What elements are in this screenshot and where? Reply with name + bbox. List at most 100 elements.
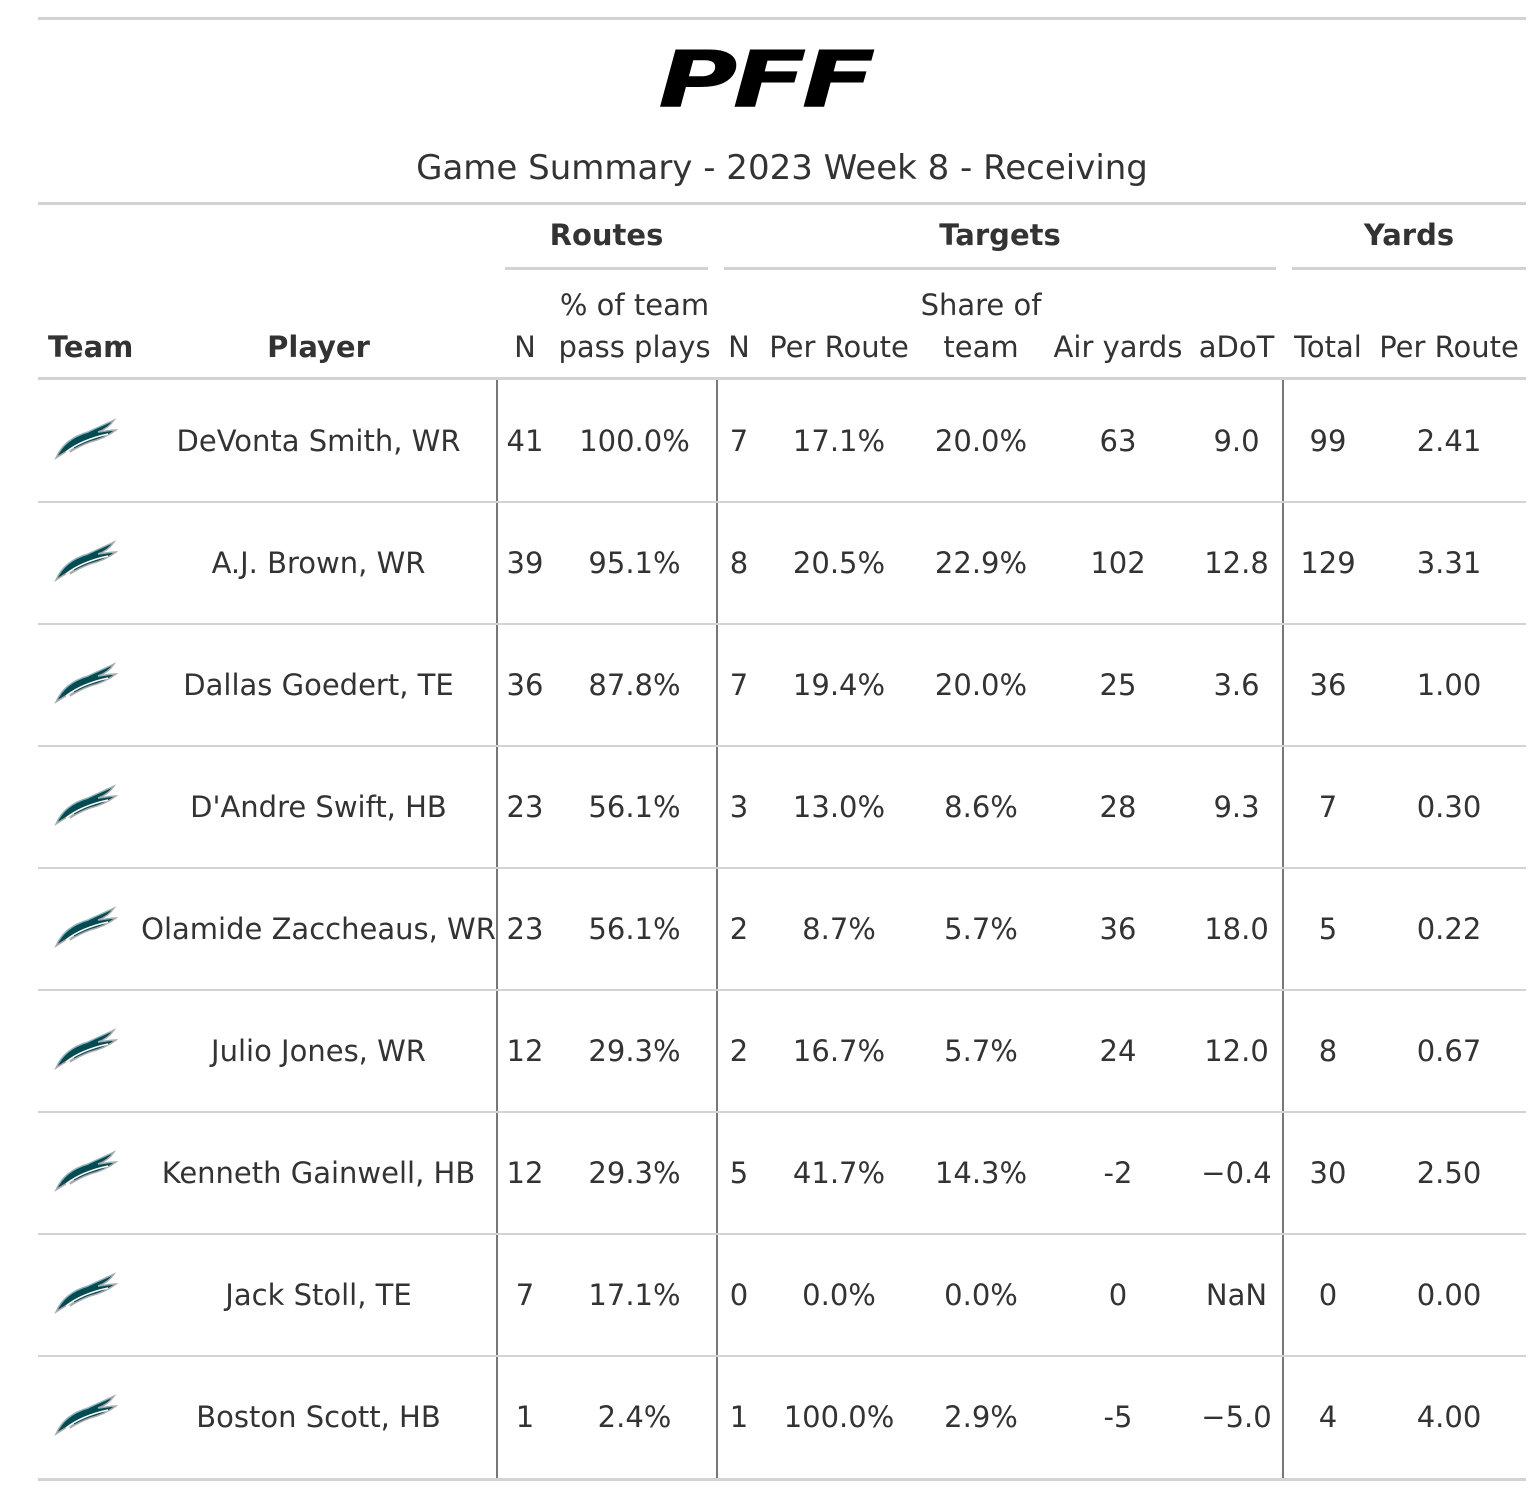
- stat-cell: 4.00: [1416, 1400, 1482, 1434]
- player-name: DeVonta Smith, WR: [176, 424, 461, 458]
- stat-cell: 0.30: [1416, 790, 1482, 824]
- stat-cell: 0.00: [1416, 1278, 1482, 1312]
- stat-cell: 8.6%: [944, 790, 1018, 824]
- stat-cell: −5.0: [1201, 1400, 1272, 1434]
- stat-cell: 22.9%: [934, 546, 1028, 580]
- stat-cell: 14.3%: [934, 1156, 1028, 1190]
- row-rule: [38, 1355, 1526, 1357]
- stat-cell: 2: [729, 912, 749, 946]
- stat-cell: 7: [729, 424, 749, 458]
- stat-cell: 1.00: [1416, 668, 1482, 702]
- spanner-label: Routes: [549, 218, 664, 252]
- divider: [716, 380, 718, 1478]
- player-name: D'Andre Swift, HB: [190, 790, 447, 824]
- stat-cell: 4: [1318, 1400, 1338, 1434]
- title-border: [38, 202, 1526, 205]
- stat-cell: 20.0%: [934, 424, 1028, 458]
- team-logo: [50, 990, 120, 1110]
- logo: PFF: [657, 36, 876, 126]
- row-rule: [38, 501, 1526, 503]
- row-rule: [38, 623, 1526, 625]
- stat-cell: 3.6: [1213, 668, 1260, 702]
- stat-cell: 5.7%: [944, 912, 1018, 946]
- row-rule: [38, 1233, 1526, 1235]
- stat-cell: 16.7%: [792, 1034, 886, 1068]
- stat-cell: NaN: [1205, 1278, 1268, 1312]
- stat-cell: 9.3: [1213, 790, 1260, 824]
- stat-cell: 36: [1099, 912, 1137, 946]
- stat-cell: 0.0%: [802, 1278, 876, 1312]
- player-name: Olamide Zaccheaus, WR: [141, 912, 496, 946]
- stat-cell: 5.7%: [944, 1034, 1018, 1068]
- column-label: % of team pass plays: [558, 288, 711, 364]
- stat-cell: 8.7%: [802, 912, 876, 946]
- stat-cell: 17.1%: [588, 1278, 681, 1312]
- stat-cell: 0: [1108, 1278, 1128, 1312]
- stat-cell: 19.4%: [792, 668, 886, 702]
- column-label: N: [514, 330, 536, 364]
- stat-cell: 2: [729, 1034, 749, 1068]
- stat-cell: 12.0: [1204, 1034, 1269, 1068]
- stat-cell: 2.9%: [944, 1400, 1018, 1434]
- column-label: Share of team: [920, 288, 1042, 364]
- stat-cell: 20.0%: [934, 668, 1028, 702]
- header-border: [38, 377, 1526, 380]
- player-name: Kenneth Gainwell, HB: [161, 1156, 476, 1190]
- stat-cell: 1: [729, 1400, 749, 1434]
- stat-cell: 0: [729, 1278, 749, 1312]
- team-logo: [50, 624, 120, 744]
- row-rule: [38, 1111, 1526, 1113]
- spanner-rule: [724, 267, 1276, 270]
- stat-cell: 17.1%: [792, 424, 886, 458]
- stat-cell: 30: [1309, 1156, 1347, 1190]
- stat-cell: 24: [1099, 1034, 1137, 1068]
- column-label: N: [728, 330, 750, 364]
- stat-cell: 29.3%: [588, 1156, 681, 1190]
- stat-cell: 3.31: [1416, 546, 1482, 580]
- divider: [496, 380, 498, 1478]
- stat-cell: 0: [1318, 1278, 1338, 1312]
- stat-cell: 9.0: [1213, 424, 1260, 458]
- stat-cell: 13.0%: [792, 790, 886, 824]
- stat-cell: 1: [515, 1400, 535, 1434]
- spanner-label: Yards: [1363, 218, 1455, 252]
- stat-cell: 5: [729, 1156, 749, 1190]
- stat-cell: 12: [506, 1156, 544, 1190]
- stat-cell: 0.0%: [944, 1278, 1018, 1312]
- stat-cell: 36: [506, 668, 544, 702]
- column-label: Total: [1294, 330, 1362, 364]
- stat-cell: 102: [1090, 546, 1146, 580]
- row-rule: [38, 989, 1526, 991]
- stat-cell: 7: [1318, 790, 1338, 824]
- row-rule: [38, 745, 1526, 747]
- stat-cell: 7: [729, 668, 749, 702]
- title: Game Summary - 2023 Week 8 - Receiving: [416, 148, 1148, 188]
- stat-cell: 18.0: [1204, 912, 1269, 946]
- stat-cell: 5: [1318, 912, 1338, 946]
- spanner-rule: [1292, 267, 1526, 270]
- stat-cell: −0.4: [1201, 1156, 1272, 1190]
- stat-cell: 41: [506, 424, 544, 458]
- stat-cell: 2.41: [1416, 424, 1482, 458]
- stat-cell: 20.5%: [792, 546, 886, 580]
- stat-cell: 7: [515, 1278, 535, 1312]
- stat-cell: -2: [1103, 1156, 1133, 1190]
- divider: [1282, 380, 1284, 1478]
- stat-cell: 12: [506, 1034, 544, 1068]
- stat-cell: 100.0%: [783, 1400, 895, 1434]
- stat-cell: 8: [1318, 1034, 1338, 1068]
- stat-cell: 3: [729, 790, 749, 824]
- stat-cell: 95.1%: [588, 546, 681, 580]
- stat-cell: 63: [1099, 424, 1137, 458]
- player-name: A.J. Brown, WR: [211, 546, 426, 580]
- stat-cell: 2.50: [1416, 1156, 1482, 1190]
- spanner-label: Targets: [939, 218, 1061, 252]
- player-name: Julio Jones, WR: [211, 1034, 426, 1068]
- column-label: Air yards: [1053, 330, 1183, 364]
- stat-cell: 39: [506, 546, 544, 580]
- team-logo: [50, 1112, 120, 1232]
- column-label: aDoT: [1198, 330, 1275, 364]
- team-logo: [50, 380, 120, 500]
- column-label: Team: [48, 330, 134, 364]
